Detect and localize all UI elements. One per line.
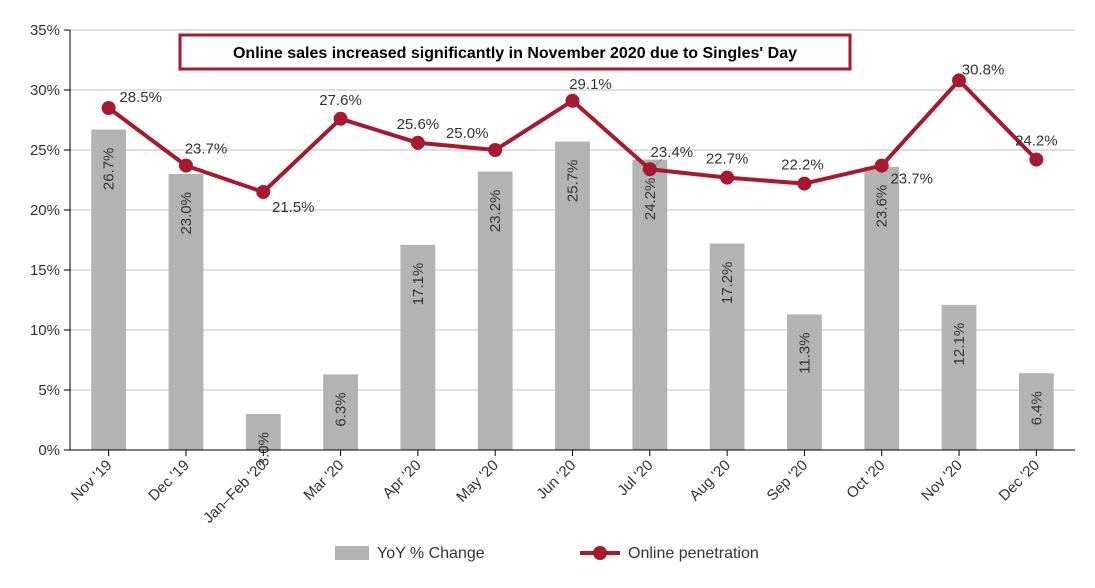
line-label: 27.6% — [319, 92, 362, 109]
y-tick-label: 5% — [38, 382, 60, 399]
combo-chart: 0%5%10%15%20%25%30%35%26.7%23.0%3.0%6.3%… — [0, 0, 1095, 588]
line-marker — [179, 159, 193, 173]
bar-label: 23.0% — [178, 192, 195, 235]
bar-label: 23.2% — [487, 190, 504, 233]
line-label: 23.4% — [651, 144, 694, 161]
legend-swatch-marker — [593, 546, 607, 560]
bar-label: 6.4% — [1028, 391, 1045, 425]
y-tick-label: 0% — [38, 442, 60, 459]
bar-label: 6.3% — [333, 392, 350, 426]
line-marker — [566, 94, 580, 108]
legend-swatch-bar — [335, 546, 369, 560]
line-label: 25.0% — [446, 125, 489, 142]
line-marker — [643, 162, 657, 176]
line-marker — [875, 159, 889, 173]
line-marker — [256, 185, 270, 199]
line-marker — [797, 177, 811, 191]
legend-label: YoY % Change — [377, 545, 485, 562]
chart-title: Online sales increased significantly in … — [233, 45, 797, 62]
line-label: 24.2% — [1015, 133, 1058, 150]
line-label: 21.5% — [272, 199, 315, 216]
bar-label: 17.1% — [410, 263, 427, 306]
line-label: 30.8% — [962, 61, 1005, 78]
line-label: 22.7% — [706, 151, 749, 168]
y-tick-label: 35% — [30, 22, 60, 39]
bar-label: 25.7% — [565, 160, 582, 203]
legend-label: Online penetration — [628, 545, 759, 562]
bar-label: 23.6% — [874, 185, 891, 228]
bar-label: 26.7% — [101, 148, 118, 191]
y-tick-label: 25% — [30, 142, 60, 159]
line-label: 22.2% — [781, 157, 824, 174]
bar-label: 11.3% — [796, 332, 813, 373]
line-marker — [720, 171, 734, 185]
line-marker — [1029, 153, 1043, 167]
y-tick-label: 10% — [30, 322, 60, 339]
line-marker — [488, 143, 502, 157]
y-tick-label: 30% — [30, 82, 60, 99]
line-marker — [411, 136, 425, 150]
bar-label: 12.1% — [951, 323, 968, 366]
line-label: 25.6% — [397, 116, 440, 133]
y-tick-label: 20% — [30, 202, 60, 219]
y-tick-label: 15% — [30, 262, 60, 279]
line-label: 28.5% — [119, 89, 162, 106]
line-label: 29.1% — [569, 76, 612, 93]
bar-label: 17.2% — [719, 262, 736, 305]
bar-label: 24.2% — [642, 178, 659, 221]
line-marker — [334, 112, 348, 126]
line-label: 23.7% — [890, 171, 933, 188]
line-label: 23.7% — [185, 141, 228, 158]
line-marker — [102, 101, 116, 115]
